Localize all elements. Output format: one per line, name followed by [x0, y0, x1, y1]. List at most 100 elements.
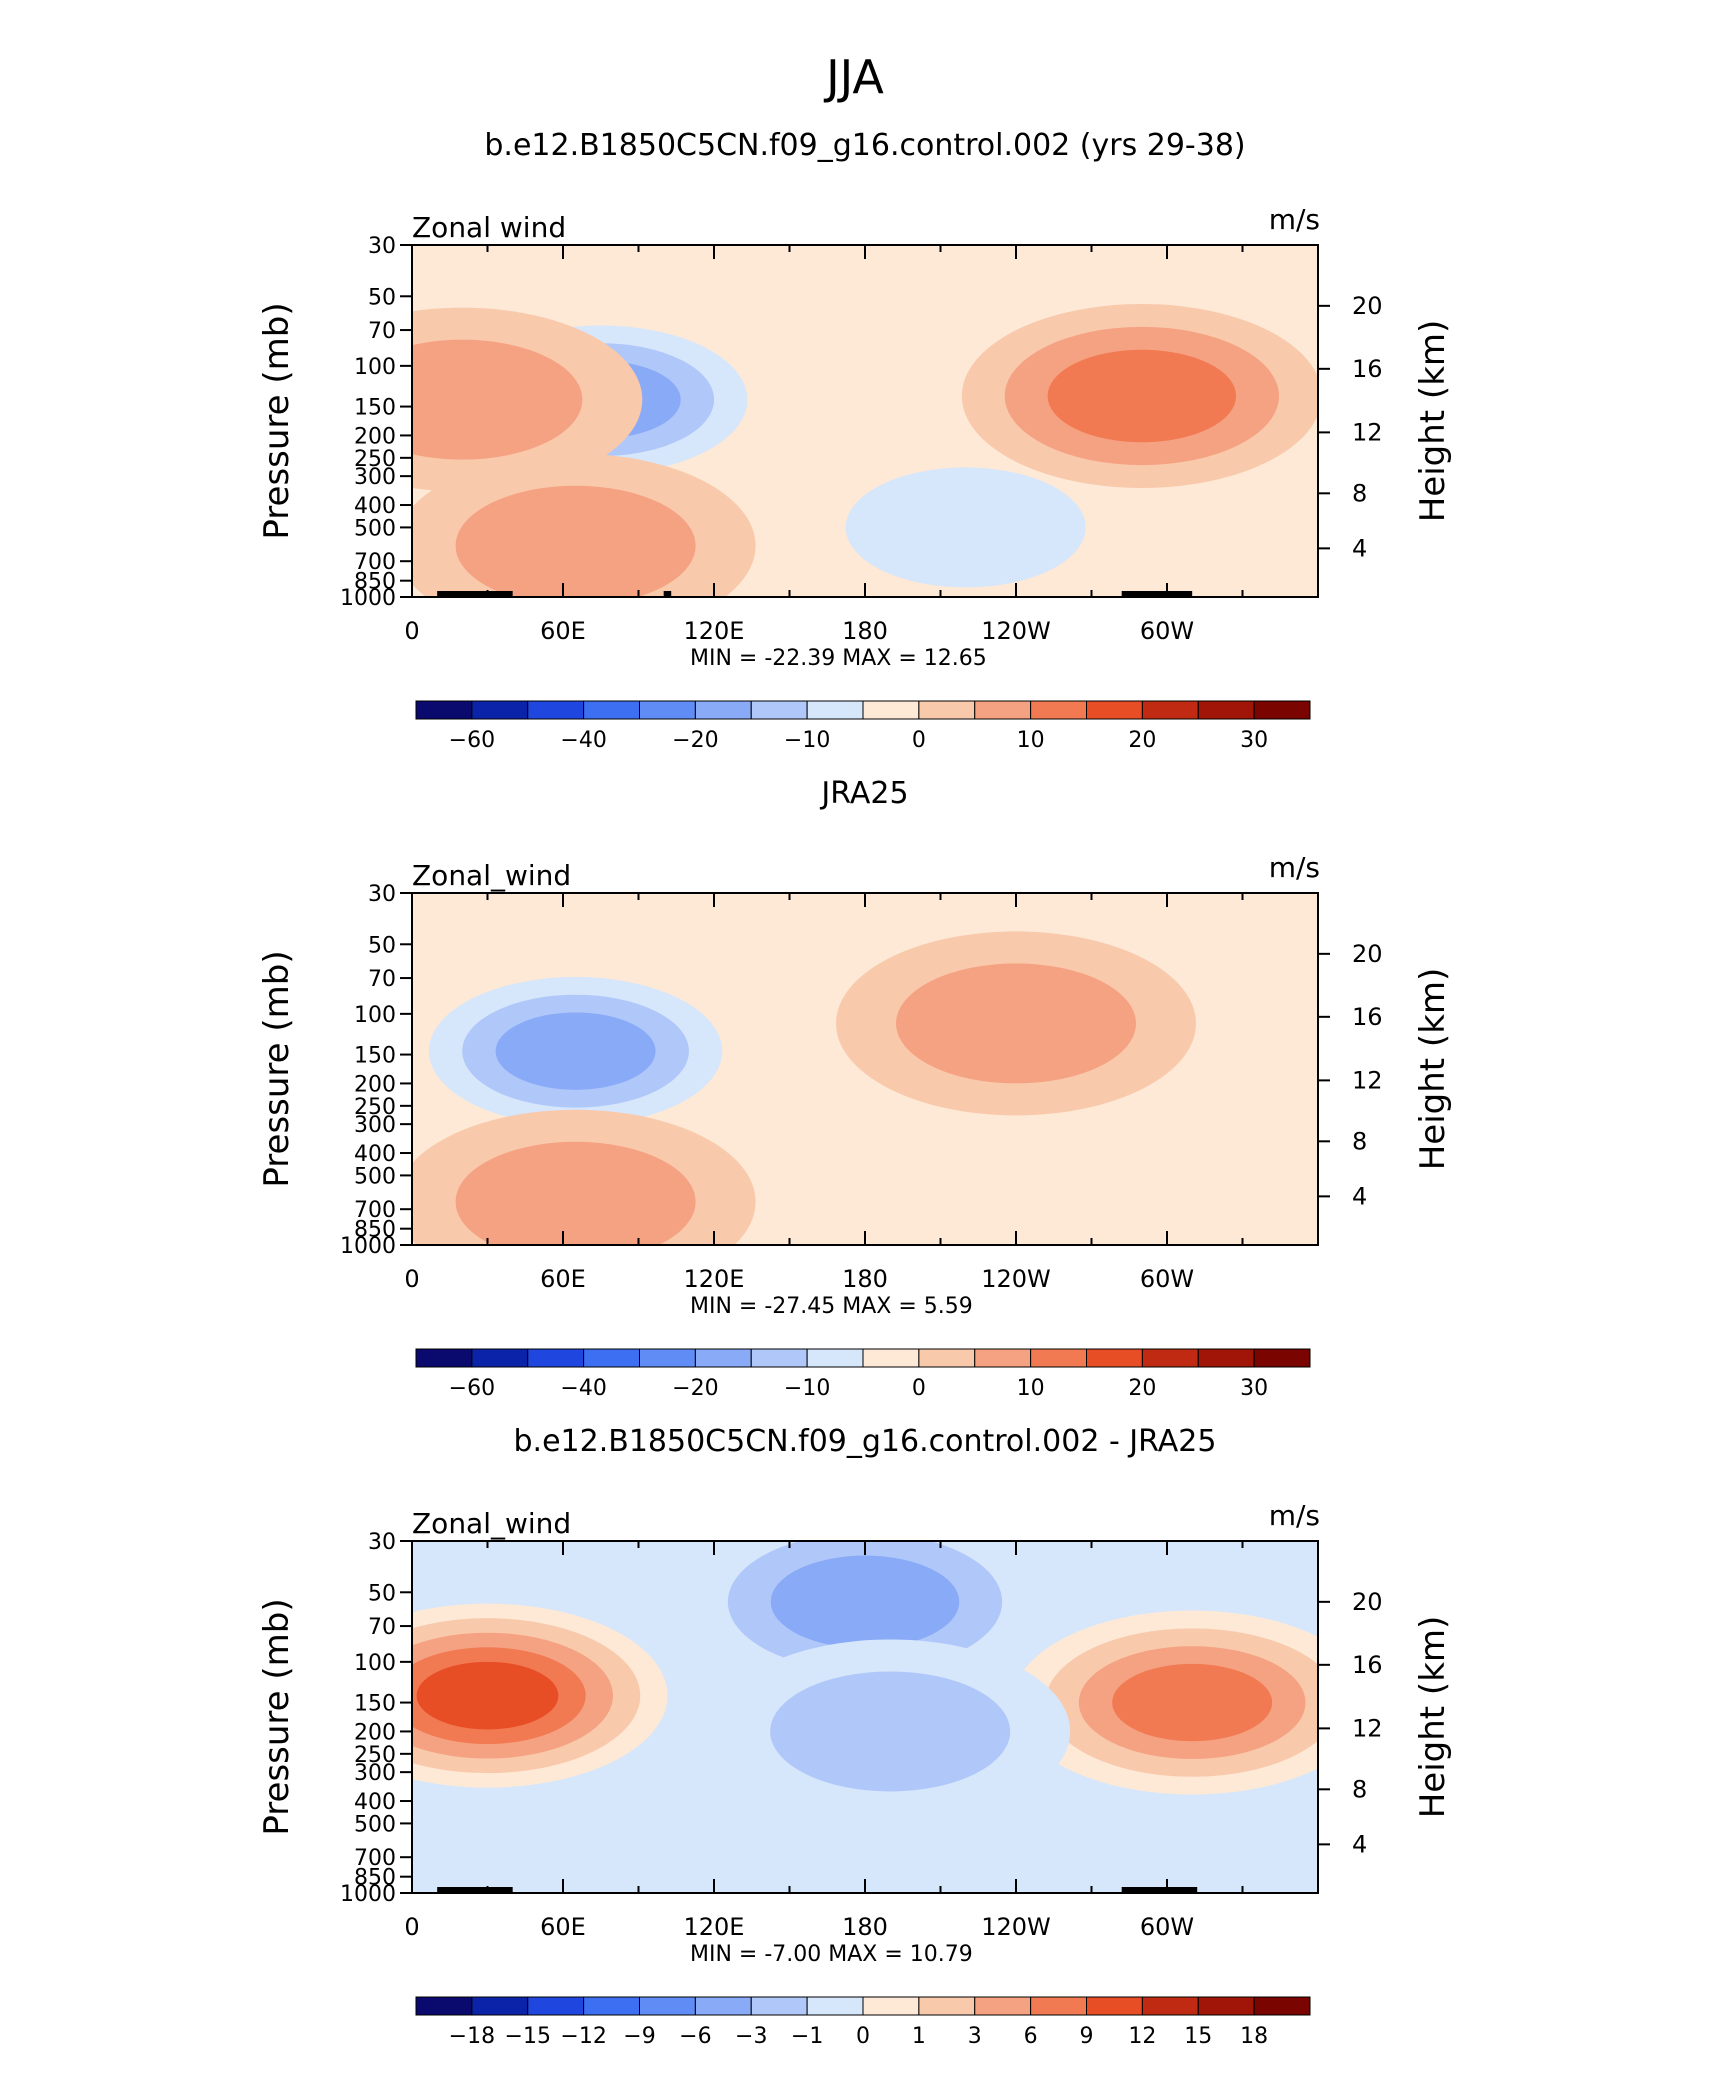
x-tick-label: 120E [684, 1265, 745, 1293]
colorbar-label: 1 [912, 2024, 926, 2049]
panel-title: b.e12.B1850C5CN.f09_g16.control.002 (yrs… [484, 128, 1245, 163]
colorbar-swatch [527, 1996, 585, 2016]
colorbar-swatch [1141, 1996, 1199, 2016]
colorbar-label: 3 [968, 2024, 982, 2049]
contour-field [412, 304, 1318, 597]
colorbar-label: −6 [679, 2024, 711, 2049]
y-tick-label: 150 [354, 396, 396, 421]
stats-label: MIN = -27.45 MAX = 5.59 [690, 1294, 973, 1319]
colorbar-swatch [527, 1348, 585, 1368]
colorbar-swatch [750, 1348, 808, 1368]
colorbar-swatch [918, 700, 976, 720]
colorbar-swatch [1086, 1996, 1143, 2016]
colorbar-label: −20 [672, 1376, 718, 1401]
y-tick-label: 70 [368, 967, 396, 992]
contour-region [455, 1141, 696, 1245]
x-tick-label: 120W [981, 617, 1051, 645]
x-tick-label: 60E [540, 1265, 586, 1293]
colorbar-swatch [1141, 1348, 1199, 1368]
y2-tick-label: 8 [1352, 479, 1367, 507]
colorbar-label: 10 [1017, 1376, 1045, 1401]
colorbar-label: −20 [672, 728, 718, 753]
y-tick-label: 500 [354, 1164, 396, 1189]
y-tick-label: 400 [354, 494, 396, 519]
colorbar-swatch [1197, 700, 1255, 720]
colorbar-swatch [1030, 700, 1087, 720]
stats-label: MIN = -7.00 MAX = 10.79 [690, 1942, 973, 1967]
colorbar-swatch [415, 1348, 473, 1368]
topography-mask [437, 591, 513, 597]
colorbar-swatch [1030, 1348, 1087, 1368]
y2-tick-label: 16 [1352, 1003, 1383, 1031]
colorbar-label: 9 [1080, 2024, 1094, 2049]
colorbar-swatch [527, 700, 585, 720]
y-tick-label: 150 [354, 1692, 396, 1717]
colorbar-swatch [918, 1348, 976, 1368]
colorbar-label: −12 [560, 2024, 606, 2049]
colorbar-label: 15 [1184, 2024, 1212, 2049]
colorbar-swatch [1030, 1996, 1087, 2016]
colorbar-label: −60 [449, 1376, 495, 1401]
colorbar-label: −40 [560, 728, 606, 753]
y2-tick-label: 16 [1352, 1651, 1383, 1679]
y-tick-label: 700 [354, 1846, 396, 1871]
topography-mask [1121, 1887, 1198, 1893]
y-tick-label: 250 [354, 1743, 396, 1768]
y2-tick-label: 20 [1352, 1588, 1383, 1616]
x-tick-label: 0 [404, 617, 419, 645]
contour-field [412, 1541, 1318, 1824]
y-tick-label: 250 [354, 1095, 396, 1120]
y-tick-label: 30 [368, 234, 396, 259]
y-tick-label: 70 [368, 319, 396, 344]
colorbar-swatch [1253, 1996, 1311, 2016]
units-label: m/s [1269, 1499, 1320, 1532]
colorbar-label: −3 [735, 2024, 767, 2049]
colorbar-swatch [974, 1348, 1032, 1368]
y2-tick-label: 16 [1352, 355, 1383, 383]
y-tick-label: 200 [354, 1720, 396, 1745]
variable-label: Zonal_wind [412, 1507, 571, 1540]
contour-region [455, 485, 696, 597]
x-tick-label: 180 [842, 617, 888, 645]
contour-region [896, 963, 1136, 1084]
colorbar-swatch [639, 1348, 696, 1368]
colorbar-swatch [583, 1348, 640, 1368]
y-tick-label: 500 [354, 516, 396, 541]
y-tick-label: 700 [354, 550, 396, 575]
y2-tick-label: 4 [1352, 1182, 1367, 1210]
contour-region [412, 339, 583, 460]
y-tick-label: 30 [368, 882, 396, 907]
colorbar-swatch [583, 700, 640, 720]
colorbar-label: −10 [784, 728, 830, 753]
colorbar-swatch [918, 1996, 976, 2016]
y-tick-label: 200 [354, 424, 396, 449]
variable-label: Zonal wind [412, 211, 566, 244]
y2-tick-label: 4 [1352, 534, 1367, 562]
y-tick-label: 50 [368, 933, 396, 958]
topography-mask [663, 591, 672, 597]
colorbar-label: 20 [1128, 728, 1156, 753]
colorbar-swatch [862, 700, 920, 720]
y-axis-title: Pressure (mb) [257, 302, 297, 539]
colorbar-label: −15 [505, 2024, 551, 2049]
units-label: m/s [1269, 851, 1320, 884]
colorbar-swatch [415, 700, 473, 720]
x-tick-label: 60E [540, 1913, 586, 1941]
y-tick-label: 100 [354, 355, 396, 380]
colorbar-swatch [1086, 1348, 1143, 1368]
y-tick-label: 200 [354, 1072, 396, 1097]
units-label: m/s [1269, 203, 1320, 236]
colorbar-swatch [471, 1996, 529, 2016]
x-tick-label: 120E [684, 617, 745, 645]
x-tick-label: 120W [981, 1913, 1051, 1941]
y-tick-label: 1000 [340, 586, 396, 611]
colorbar-swatch [862, 1996, 920, 2016]
colorbar-label: −60 [449, 728, 495, 753]
colorbar-swatch [639, 700, 696, 720]
x-tick-label: 60E [540, 617, 586, 645]
panel-1: b.e12.B1850C5CN.f09_g16.control.002 (yrs… [257, 128, 1453, 753]
contour-field [412, 931, 1196, 1245]
y-tick-label: 50 [368, 285, 396, 310]
colorbar-label: 0 [912, 728, 926, 753]
y-tick-label: 400 [354, 1142, 396, 1167]
